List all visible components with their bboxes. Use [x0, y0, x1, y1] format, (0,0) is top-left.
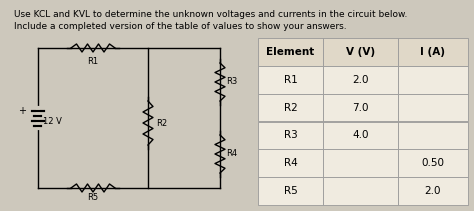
- Bar: [258, 38, 323, 66]
- Text: 2.0: 2.0: [425, 186, 441, 196]
- Text: Use KCL and KVL to determine the unknown voltages and currents in the circuit be: Use KCL and KVL to determine the unknown…: [14, 10, 407, 19]
- Text: Element: Element: [266, 47, 315, 57]
- Text: R1: R1: [283, 75, 297, 85]
- Bar: [398, 177, 468, 205]
- Bar: [398, 94, 468, 122]
- Text: R1: R1: [87, 57, 99, 66]
- Text: R4: R4: [283, 158, 297, 168]
- Text: +: +: [18, 106, 26, 116]
- Text: I (A): I (A): [420, 47, 446, 57]
- Text: 2.0: 2.0: [352, 75, 369, 85]
- Text: 0.50: 0.50: [421, 158, 445, 168]
- Bar: [398, 38, 468, 66]
- Bar: [258, 122, 323, 149]
- Bar: [258, 94, 323, 122]
- Bar: [398, 66, 468, 94]
- Bar: [323, 177, 398, 205]
- Bar: [398, 122, 468, 149]
- Text: R5: R5: [283, 186, 297, 196]
- Bar: [323, 94, 398, 122]
- Text: R2: R2: [283, 103, 297, 113]
- Bar: [258, 149, 323, 177]
- Bar: [323, 122, 398, 149]
- Bar: [323, 149, 398, 177]
- Bar: [258, 177, 323, 205]
- Bar: [323, 66, 398, 94]
- Bar: [398, 149, 468, 177]
- Text: 12 V: 12 V: [43, 116, 62, 126]
- Text: 4.0: 4.0: [352, 130, 369, 140]
- Bar: [258, 66, 323, 94]
- Text: R3: R3: [283, 130, 297, 140]
- Text: R4: R4: [226, 150, 237, 158]
- Text: Include a completed version of the table of values to show your answers.: Include a completed version of the table…: [14, 22, 346, 31]
- Text: V (V): V (V): [346, 47, 375, 57]
- Text: 7.0: 7.0: [352, 103, 369, 113]
- Text: R3: R3: [226, 77, 237, 87]
- Text: R2: R2: [156, 119, 167, 127]
- Bar: [323, 38, 398, 66]
- Text: R5: R5: [87, 193, 99, 202]
